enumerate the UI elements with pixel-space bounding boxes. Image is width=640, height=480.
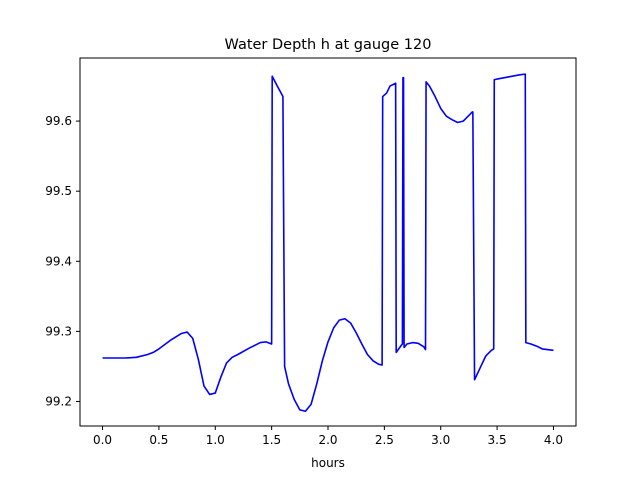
x-tick-label: 0.5 <box>149 433 168 447</box>
x-axis-label: hours <box>311 456 345 470</box>
plot-area <box>102 73 554 413</box>
x-tick-label: 2.5 <box>375 433 394 447</box>
x-tick-label: 2.0 <box>318 433 337 447</box>
x-tick-label: 1.0 <box>206 433 225 447</box>
chart-title: Water Depth h at gauge 120 <box>225 37 432 53</box>
y-tick-label: 99.3 <box>45 324 72 338</box>
series-line-0 <box>102 73 554 413</box>
x-tick-label: 4.0 <box>544 433 563 447</box>
x-axis: 0.0 0.5 1.0 1.5 2.0 2.5 3.0 3.5 4.0 <box>93 426 563 447</box>
x-tick-label: 1.5 <box>262 433 281 447</box>
plot-frame <box>79 57 577 427</box>
x-tick-label: 3.5 <box>488 433 507 447</box>
y-tick-label: 99.2 <box>45 394 72 408</box>
x-tick-label: 0.0 <box>93 433 112 447</box>
x-tick-label: 3.0 <box>431 433 450 447</box>
y-tick-label: 99.5 <box>45 184 72 198</box>
y-axis: 99.2 99.3 99.4 99.5 99.6 <box>45 114 80 408</box>
y-tick-label: 99.4 <box>45 254 72 268</box>
y-tick-label: 99.6 <box>45 114 72 128</box>
